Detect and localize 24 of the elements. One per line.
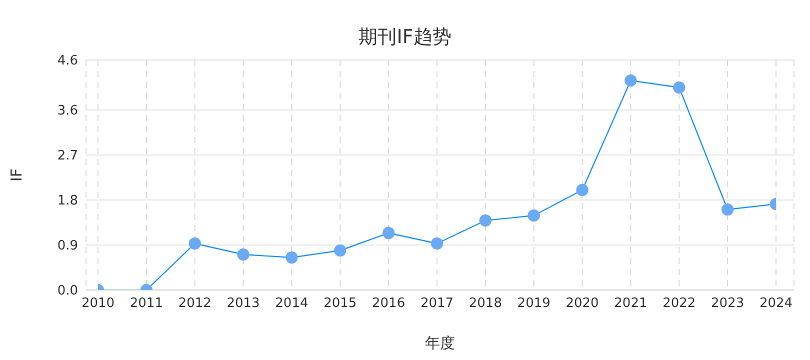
x-tick-label: 2022 (662, 296, 696, 312)
x-tick-label: 2014 (275, 296, 308, 312)
x-tick-label: 2021 (614, 296, 648, 312)
y-tick-label: 0.0 (57, 284, 78, 299)
x-tick-label: 2012 (178, 296, 212, 312)
y-axis-title: IF (7, 168, 26, 182)
x-tick-label: 2011 (130, 296, 163, 312)
x-tick-label: 2017 (420, 296, 454, 312)
x-tick-label: 2018 (468, 296, 502, 312)
x-tick-label: 2010 (81, 296, 115, 312)
x-tick-label: 2023 (711, 296, 744, 312)
y-tick-label: 1.8 (57, 194, 78, 209)
x-tick-label: 2013 (226, 296, 260, 312)
x-tick-label: 2024 (759, 296, 793, 312)
chart-title: 期刊IF趋势 (358, 25, 452, 50)
x-tick-label: 2016 (372, 296, 406, 312)
y-tick-label: 2.7 (57, 148, 78, 164)
y-tick-label: 3.6 (57, 104, 78, 119)
x-tick-label: 2020 (566, 296, 599, 312)
y-tick-label: 4.6 (57, 54, 78, 69)
x-tick-label: 2015 (324, 296, 357, 312)
x-tick-label: 2019 (517, 296, 550, 312)
x-axis-title: 年度 (425, 334, 455, 352)
y-tick-label: 0.9 (57, 238, 78, 254)
